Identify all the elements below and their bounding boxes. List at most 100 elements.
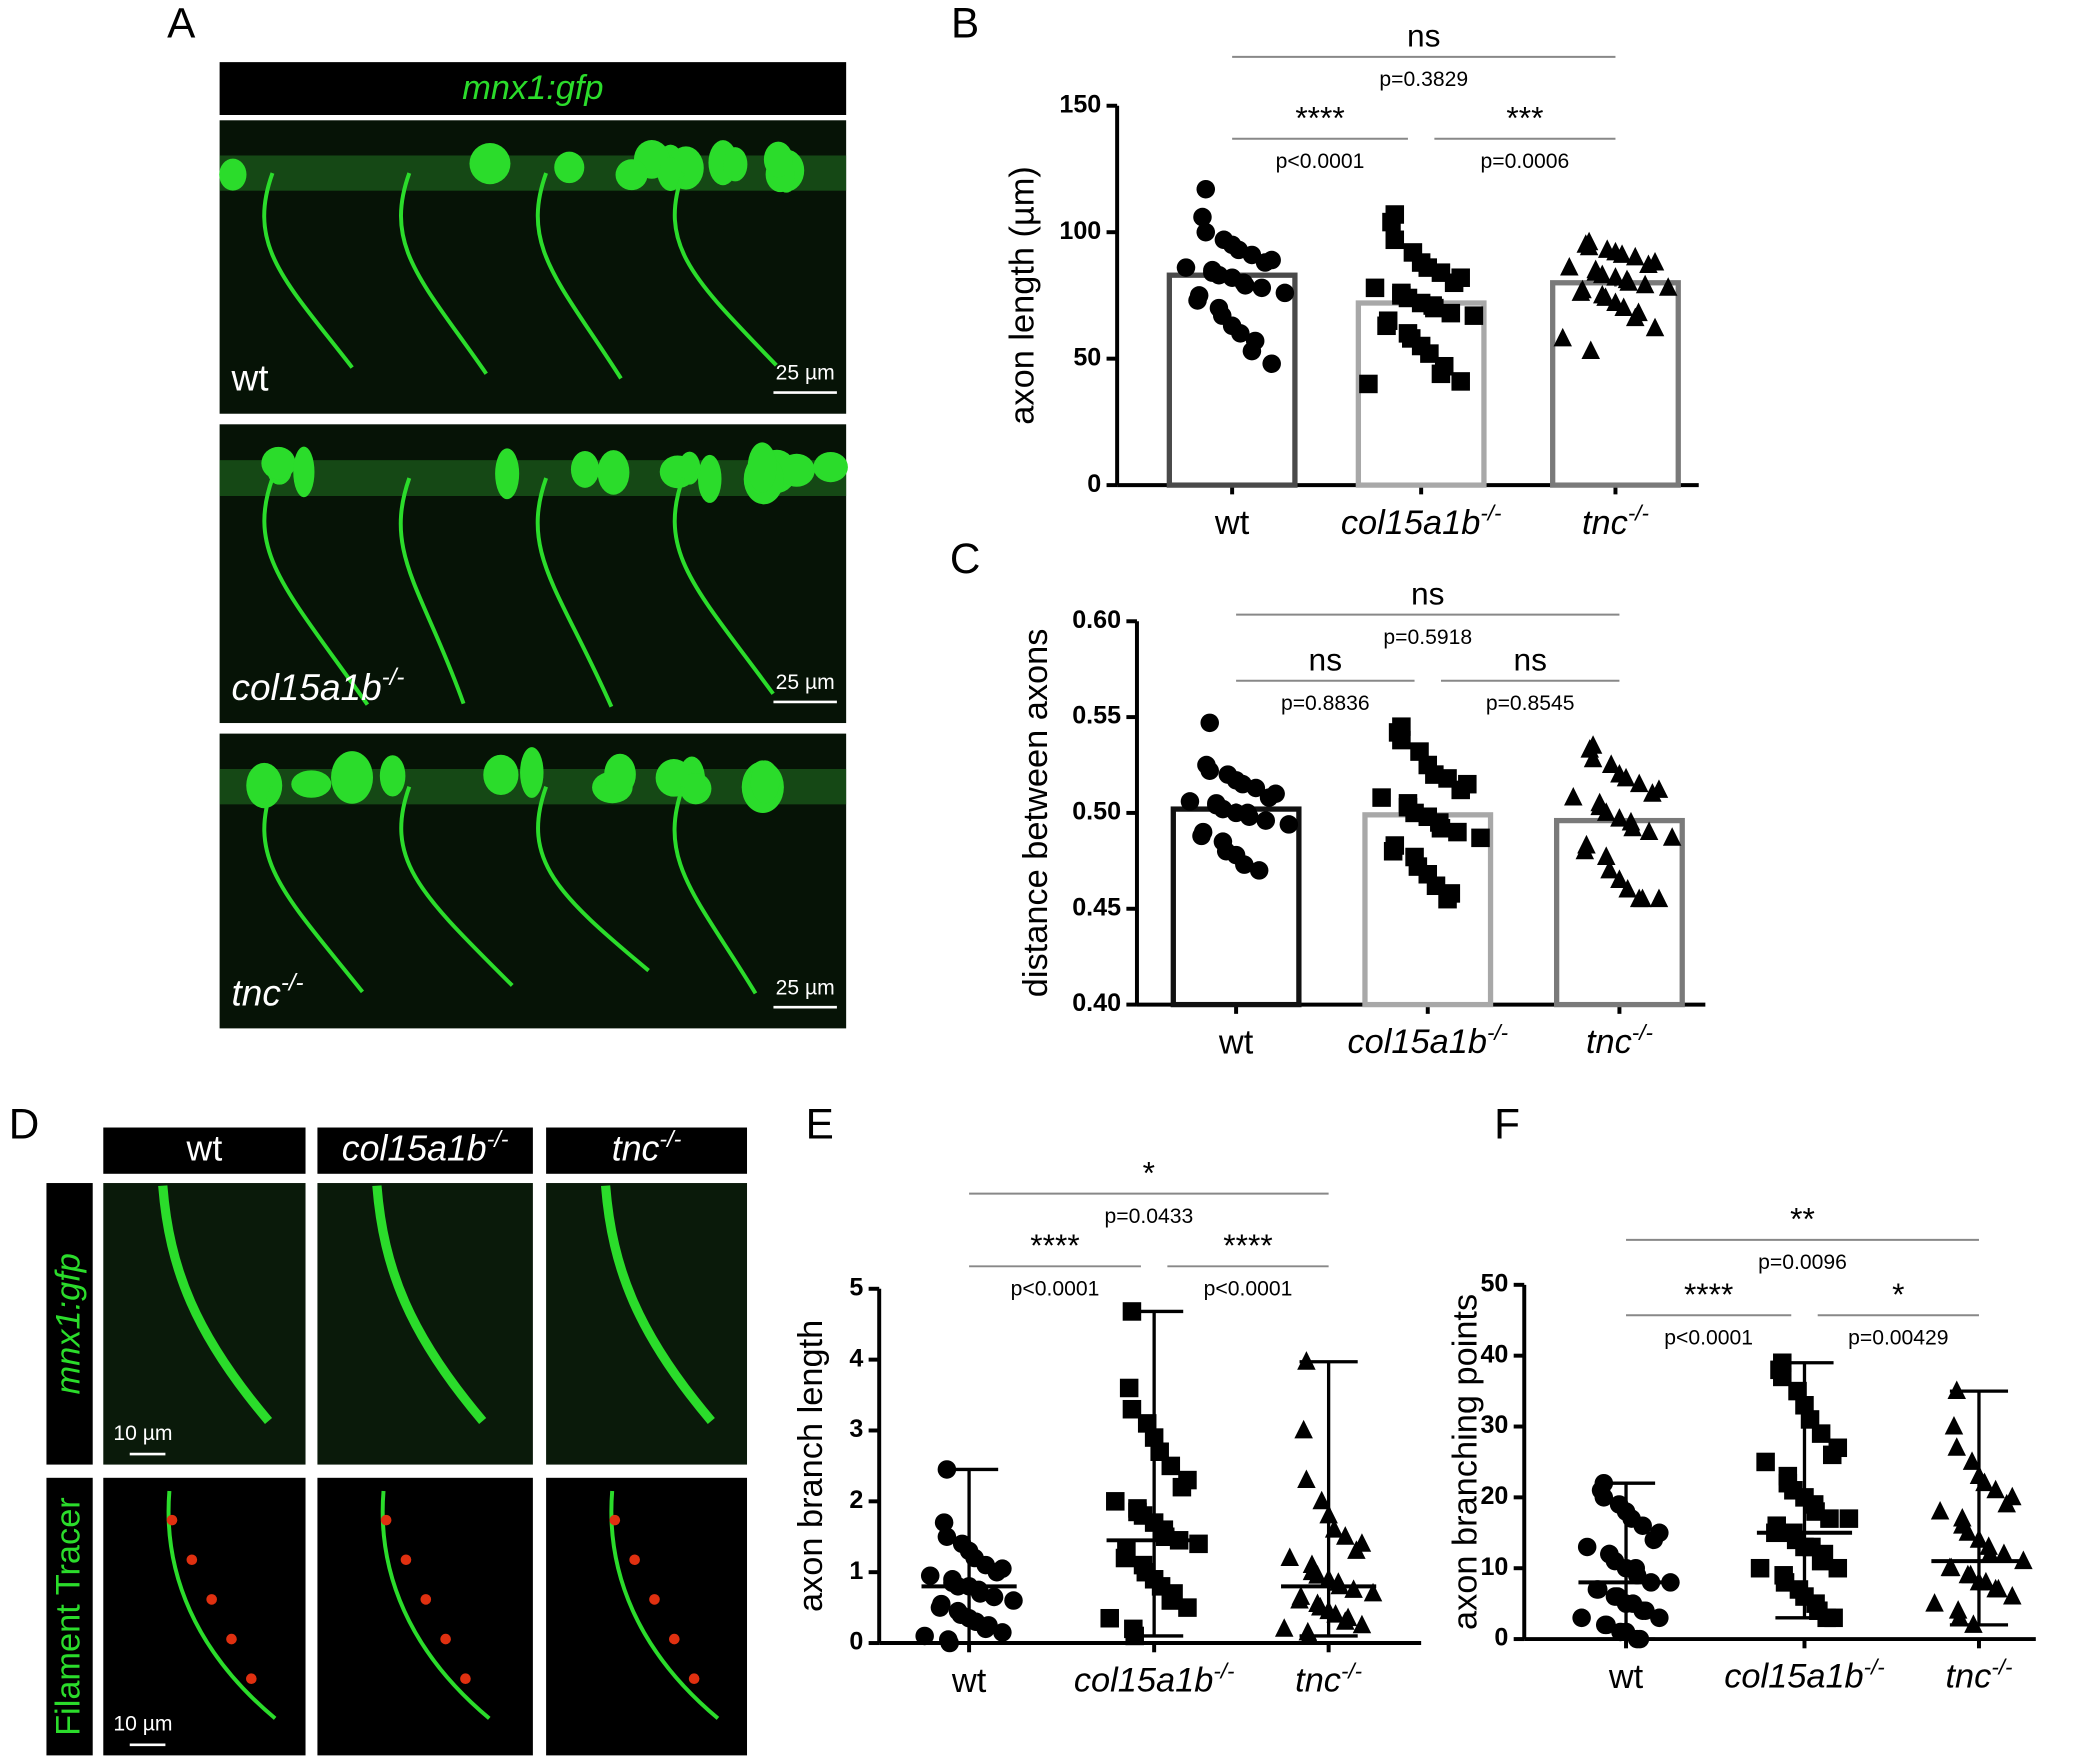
data-point [1326, 1604, 1345, 1623]
data-point [1811, 1551, 1831, 1571]
axon [672, 786, 758, 995]
data-point [1119, 1378, 1139, 1398]
x-tick-label: tnc-/- [1586, 1020, 1653, 1061]
data-point [2003, 1585, 2022, 1605]
data-point [1122, 1399, 1142, 1419]
p-value: p=0.00429 [1848, 1327, 1948, 1350]
data-point [1633, 1601, 1652, 1620]
data-point [1616, 767, 1636, 787]
data-point [1231, 324, 1250, 343]
data-point [1597, 1615, 1616, 1635]
data-point [1577, 1537, 1597, 1557]
data-point [1662, 827, 1682, 846]
scale-label: 10 µm [113, 1422, 172, 1445]
significance-label: * [1892, 1276, 1904, 1312]
data-point [976, 1619, 995, 1639]
column-label: col15a1b-/- [342, 1126, 509, 1169]
soma [291, 770, 332, 798]
data-point [1650, 1608, 1669, 1628]
data-point [1122, 1302, 1142, 1321]
data-point [1564, 787, 1583, 806]
data-point [1196, 222, 1216, 242]
significance-label: *** [1506, 100, 1543, 136]
soma [680, 772, 712, 805]
data-point [1601, 754, 1621, 773]
data-point [1336, 1611, 1355, 1630]
p-value: p=0.8545 [1486, 692, 1575, 715]
data-point [1822, 1445, 1842, 1465]
data-point [1975, 1472, 1994, 1492]
trace-image [103, 1477, 306, 1756]
branch-point [206, 1594, 217, 1605]
significance-label: ns [1309, 642, 1343, 678]
scale-label: 25 µm [776, 976, 835, 999]
y-tick-label: 5 [849, 1273, 863, 1301]
data-point [1106, 1492, 1125, 1511]
data-point [1252, 278, 1272, 298]
data-point [1420, 344, 1439, 363]
data-point [1633, 1516, 1652, 1535]
data-point [1625, 246, 1645, 266]
data-point [934, 1513, 954, 1532]
bar [1166, 272, 1298, 488]
cell-band [219, 155, 847, 191]
branch-point [460, 1673, 471, 1685]
data-point [1610, 869, 1629, 888]
data-point [1961, 1564, 1980, 1584]
soma [379, 755, 406, 797]
data-point [984, 1587, 1004, 1607]
data-point [1986, 1479, 2005, 1499]
data-point [1629, 888, 1649, 908]
data-point [1817, 1608, 1836, 1628]
y-tick-label: 0.60 [1072, 606, 1121, 634]
soma [697, 454, 722, 503]
x-tick-label: wt [1608, 1658, 1644, 1696]
data-point [1627, 1566, 1647, 1585]
axon [262, 786, 365, 994]
x-tick-label: tnc-/- [1946, 1655, 2013, 1696]
soma [659, 157, 682, 191]
data-point [1950, 1607, 1969, 1626]
data-point [1294, 1419, 1313, 1439]
data-point [1161, 1591, 1181, 1610]
data-point [1004, 1591, 1023, 1610]
significance-label: **** [1295, 100, 1344, 136]
data-point [1997, 1493, 2016, 1513]
axon [672, 477, 775, 695]
data-point [1612, 244, 1632, 263]
data-point [1100, 1608, 1119, 1628]
axon [535, 172, 623, 380]
header-bar [103, 1127, 306, 1174]
y-tick-label: 0.45 [1072, 893, 1121, 921]
soma [763, 141, 793, 178]
data-point [1150, 1442, 1169, 1461]
trace-image [317, 1477, 533, 1756]
data-point [1560, 257, 1579, 276]
data-point [1618, 879, 1637, 898]
significance-label: **** [1684, 1276, 1733, 1312]
data-point [1773, 1367, 1792, 1387]
branch-point [186, 1554, 198, 1566]
y-tick-label: 0 [849, 1628, 863, 1656]
p-value: p=0.3829 [1379, 68, 1468, 91]
data-point [1115, 1548, 1135, 1568]
data-point [1359, 374, 1378, 394]
data-point [1297, 1351, 1316, 1370]
row-label: Filament Tracer [49, 1497, 87, 1736]
y-axis-label: axon branching points [1446, 1294, 1484, 1630]
p-value: p=0.5918 [1383, 626, 1472, 649]
soma [750, 760, 780, 804]
branch-point [629, 1554, 640, 1566]
soma [615, 159, 648, 191]
data-point [1193, 207, 1212, 227]
genotype-label: wt [231, 356, 270, 398]
data-point [1255, 253, 1275, 272]
axon [262, 477, 370, 706]
data-point [1176, 258, 1196, 277]
data-point [1259, 788, 1279, 807]
axon [262, 172, 354, 369]
scale-label: 10 µm [113, 1713, 172, 1736]
soma [331, 751, 374, 804]
data-point [1788, 1381, 1807, 1401]
x-tick-label: wt [951, 1662, 987, 1700]
